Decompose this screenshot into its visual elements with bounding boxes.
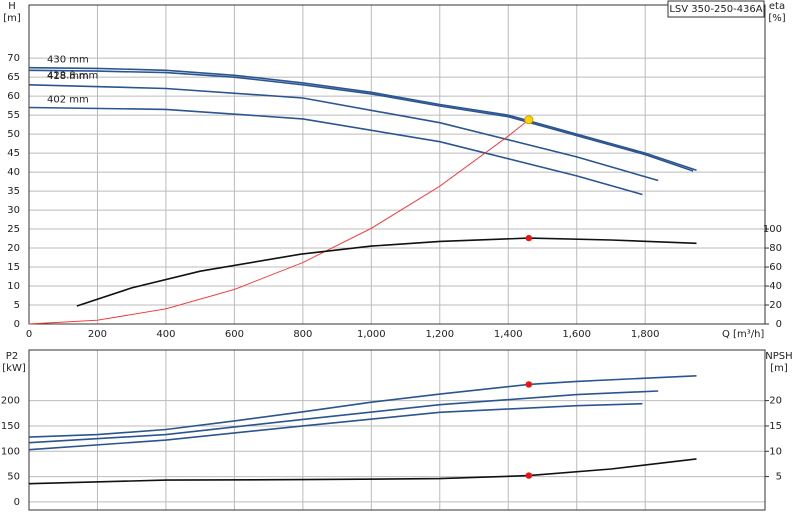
curve-label: 430 mm	[47, 55, 89, 66]
curve	[28, 69, 694, 172]
y2-label: NPSH	[765, 351, 792, 362]
annotation: LSV 350-250-436A	[669, 4, 762, 15]
x-tick-label: 1,400	[494, 329, 523, 340]
y-tick-label: 50	[7, 472, 20, 483]
curve	[28, 458, 697, 485]
x-tick-label: 400	[156, 329, 175, 340]
y-tick-label: 30	[7, 205, 20, 216]
y-label: H	[8, 1, 16, 12]
curve-label: 418 mm	[47, 71, 89, 82]
y2-tick-label: 0	[776, 319, 782, 330]
y-tick-label: 15	[7, 262, 20, 273]
operating-point	[525, 381, 532, 388]
x-tick-label: 1,800	[631, 329, 660, 340]
y2-label: eta	[769, 1, 785, 12]
plot-frame	[28, 4, 766, 325]
curve	[28, 375, 697, 438]
y-tick-label: 25	[7, 224, 20, 235]
y-tick-label: 150	[1, 421, 20, 432]
y2-tick-label: 100	[763, 224, 782, 235]
curve	[28, 390, 659, 444]
y-tick-label: 60	[7, 91, 20, 102]
y-unit: [m]	[3, 13, 21, 24]
y2-unit: [%]	[768, 13, 785, 24]
y-tick-label: 65	[7, 72, 20, 83]
y-tick-label: 100	[1, 446, 20, 457]
y-tick-label: 0	[14, 319, 20, 330]
x-tick-label: 800	[293, 329, 312, 340]
curve	[76, 237, 697, 307]
y-tick-label: 45	[7, 148, 20, 159]
y2-tick-label: 40	[769, 281, 782, 292]
y-tick-label: 40	[7, 167, 20, 178]
y-unit: [kW]	[2, 363, 26, 374]
y-tick-label: 20	[7, 243, 20, 254]
y2-unit: [m]	[770, 363, 788, 374]
y-tick-label: 5	[14, 300, 20, 311]
curve	[28, 119, 530, 325]
y2-tick-label: 20	[769, 300, 782, 311]
y2-tick-label: 20	[769, 396, 782, 407]
operating-point	[525, 234, 532, 242]
y2-tick-label: 5	[776, 472, 782, 483]
y-label: P2	[6, 351, 18, 362]
y-tick-label: 50	[7, 129, 20, 140]
annotation-box	[667, 0, 765, 18]
curve-label: 402 mm	[47, 95, 89, 106]
plot-frame	[28, 349, 766, 511]
curve	[28, 66, 697, 171]
y2-tick-label: 10	[769, 446, 782, 457]
x-tick-label: 1,000	[357, 329, 386, 340]
y-tick-label: 35	[7, 186, 20, 197]
y-tick-label: 70	[7, 53, 20, 64]
x-label: Q [m³/h]	[722, 329, 764, 340]
operating-point	[524, 115, 534, 125]
curve	[28, 402, 643, 451]
operating-point	[525, 472, 532, 479]
y-tick-label: 0	[14, 497, 20, 508]
x-tick-label: 200	[88, 329, 107, 340]
x-tick-label: 600	[225, 329, 244, 340]
curve-label: 428.8 mm	[47, 70, 98, 81]
y-tick-label: 10	[7, 281, 20, 292]
x-tick-label: 1,600	[562, 329, 591, 340]
x-tick-label: 0	[26, 329, 32, 340]
y-tick-label: 200	[1, 396, 20, 407]
curve	[28, 84, 659, 182]
curve	[28, 106, 643, 196]
y-tick-label: 55	[7, 110, 20, 121]
y2-tick-label: 15	[769, 421, 782, 432]
y2-tick-label: 80	[769, 243, 782, 254]
y2-tick-label: 60	[769, 262, 782, 273]
x-tick-label: 1,200	[425, 329, 454, 340]
